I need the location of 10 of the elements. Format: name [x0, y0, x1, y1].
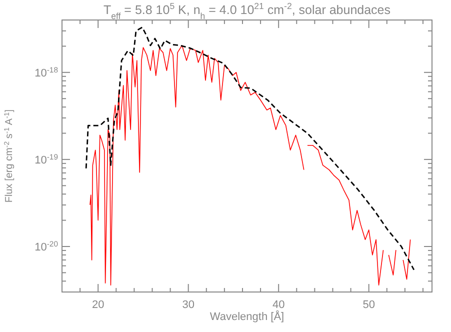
x-tick-label: 30: [182, 299, 194, 311]
x-axis-title: Wavelength [Å]: [210, 310, 284, 323]
x-tick-label: 50: [362, 299, 375, 311]
x-tick-label: 20: [92, 299, 104, 311]
y-tick-label: 10$^{-19}$: [34, 152, 58, 166]
x-tick-label: 40: [272, 299, 285, 311]
y-tick-label: 10$^{-20}$: [34, 238, 58, 254]
line-series: [85, 26, 415, 270]
chart-title: T$_{eff}$ = 5.8 10$^{5}$ K, n$_{h}$ = 4.0 10$^{21}$ cm$^{-2}$, solar abundaces: [103, 1, 391, 21]
y-tick-label: 10$^{-18}$: [34, 64, 58, 80]
